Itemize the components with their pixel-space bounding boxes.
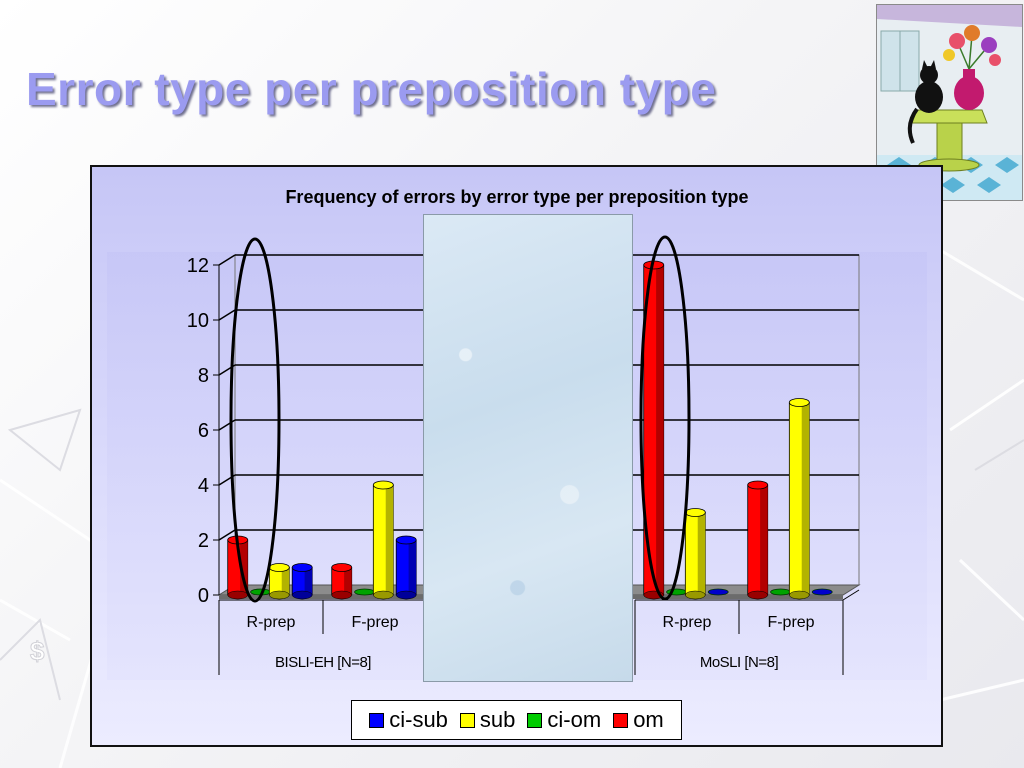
bar-sub <box>268 563 290 600</box>
legend-swatch <box>527 712 543 728</box>
x-category-label: R-prep <box>663 614 712 631</box>
bar-shade <box>281 567 290 595</box>
chart-title: Frequency of errors by error type per pr… <box>285 187 748 207</box>
bar-shade <box>304 567 313 595</box>
bar-base <box>747 590 768 600</box>
bar-shade <box>344 567 352 595</box>
x-category-label: F-prep <box>767 614 814 631</box>
highlight-ellipse <box>639 235 691 601</box>
bar-base <box>395 590 417 600</box>
legend-label: ci-sub <box>389 707 448 732</box>
legend-label: om <box>633 707 664 732</box>
bar-top <box>331 563 353 572</box>
svg-text:$: $ <box>30 636 45 666</box>
bar-sub <box>788 398 810 600</box>
bar-top <box>395 535 417 545</box>
bar-base <box>227 590 248 600</box>
bar-ci-sub <box>291 563 313 600</box>
bar-ci-sub <box>707 588 729 596</box>
bar-om <box>643 260 665 600</box>
y-tick-label: 8 <box>198 365 209 387</box>
bar-top <box>372 480 394 490</box>
y-tick-label: 4 <box>198 475 209 497</box>
bar-base <box>685 590 706 600</box>
legend-label: sub <box>479 707 516 732</box>
slide-title: Error type per preposition type <box>26 63 717 115</box>
bar-ci-om <box>770 588 791 596</box>
bar-shade <box>801 402 810 595</box>
bar-base <box>269 590 290 600</box>
gridline <box>218 254 236 266</box>
bar-base <box>789 590 810 600</box>
bar-top <box>747 480 769 490</box>
bar-top <box>788 398 810 407</box>
legend-swatch <box>369 712 385 728</box>
bar-top <box>291 563 313 572</box>
x-category-label: R-prep <box>247 614 296 631</box>
legend-item-om: om <box>613 707 664 733</box>
bar-shade <box>760 485 768 595</box>
bar-ci-sub <box>395 535 417 600</box>
legend-item-sub: sub <box>459 707 516 733</box>
x-category-label: F-prep <box>351 614 398 631</box>
legend-swatch <box>459 712 475 728</box>
legend-label: ci-om <box>547 707 602 732</box>
x-group-label: MoSLI [N=8] <box>700 654 779 671</box>
y-tick-label: 12 <box>187 255 209 277</box>
legend-item-ci-sub: ci-sub <box>369 707 448 733</box>
bar-base <box>331 590 352 600</box>
chart-legend: ci-sub sub ci-om om <box>351 700 682 740</box>
cover-image <box>423 214 633 682</box>
bar-ci-sub <box>811 588 833 596</box>
y-tick-label: 10 <box>187 310 209 332</box>
legend-item-ci-om: ci-om <box>527 707 601 733</box>
x-axis-corner <box>842 589 860 601</box>
bar-om <box>331 563 353 600</box>
bar-shade <box>240 540 248 595</box>
bar-shade <box>385 485 394 595</box>
legend-swatch <box>613 712 629 728</box>
bar-shade <box>656 265 664 595</box>
x-group-label: BISLI-EH [N=8] <box>275 654 371 671</box>
y-tick-label: 2 <box>198 530 209 552</box>
bar-shade <box>697 512 706 595</box>
y-tick-label: 6 <box>198 420 209 442</box>
bar-top <box>268 563 290 572</box>
gridline <box>218 529 236 541</box>
bar-top <box>684 508 706 517</box>
bar-ci-om <box>354 588 376 596</box>
bar-om <box>747 480 769 600</box>
gridline <box>218 309 236 321</box>
bar-sub <box>372 480 394 600</box>
highlight-ellipse <box>229 237 281 603</box>
bar-base <box>291 590 313 600</box>
y-tick-label: 0 <box>198 585 209 607</box>
bar-sub <box>684 508 706 600</box>
bar-base <box>373 590 394 600</box>
bar-shade <box>408 540 417 595</box>
